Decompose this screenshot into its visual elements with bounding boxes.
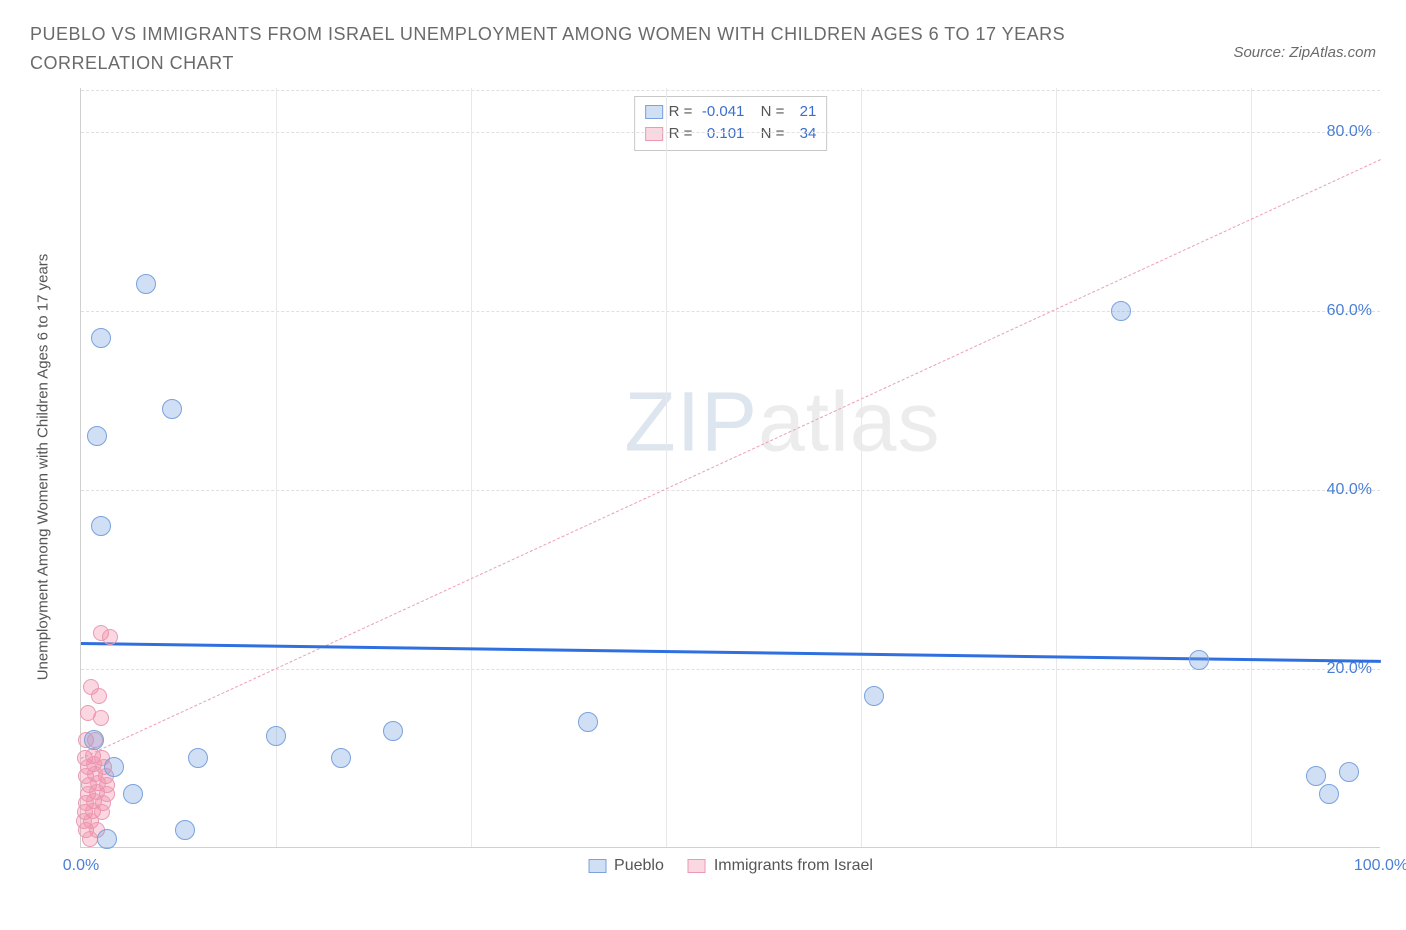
gridline-vertical xyxy=(1251,88,1252,847)
y-tick-label: 60.0% xyxy=(1327,302,1372,320)
legend-r-prefix: R = xyxy=(669,123,693,146)
scatter-point-israel xyxy=(91,688,107,704)
scatter-point-pueblo xyxy=(97,829,117,849)
legend-label-pueblo: Pueblo xyxy=(614,857,664,875)
legend-item-israel: Immigrants from Israel xyxy=(688,857,873,875)
scatter-point-pueblo xyxy=(1306,766,1326,786)
scatter-point-pueblo xyxy=(1111,301,1131,321)
scatter-point-israel xyxy=(93,710,109,726)
x-tick-label: 100.0% xyxy=(1354,857,1406,875)
legend-n-value-pueblo: 21 xyxy=(790,101,816,124)
scatter-point-pueblo xyxy=(1339,762,1359,782)
legend-stats-row-israel: R = 0.101 N = 34 xyxy=(645,123,817,146)
scatter-point-pueblo xyxy=(87,426,107,446)
gridline-vertical xyxy=(666,88,667,847)
source-attribution: Source: ZipAtlas.com xyxy=(1233,44,1376,61)
scatter-point-pueblo xyxy=(162,399,182,419)
scatter-point-pueblo xyxy=(383,721,403,741)
chart-title: PUEBLO VS IMMIGRANTS FROM ISRAEL UNEMPLO… xyxy=(30,20,1130,78)
swatch-pueblo-icon xyxy=(588,859,606,873)
header-row: PUEBLO VS IMMIGRANTS FROM ISRAEL UNEMPLO… xyxy=(30,20,1376,78)
scatter-point-pueblo xyxy=(91,516,111,536)
legend-stats: R = -0.041 N = 21 R = 0.101 N = 34 xyxy=(634,96,828,151)
scatter-point-pueblo xyxy=(136,274,156,294)
scatter-point-pueblo xyxy=(84,730,104,750)
legend-stats-row-pueblo: R = -0.041 N = 21 xyxy=(645,101,817,124)
scatter-point-pueblo xyxy=(266,726,286,746)
gridline-vertical xyxy=(861,88,862,847)
scatter-point-pueblo xyxy=(331,748,351,768)
gridline-vertical xyxy=(1056,88,1057,847)
scatter-point-pueblo xyxy=(175,820,195,840)
scatter-point-pueblo xyxy=(1189,650,1209,670)
scatter-point-pueblo xyxy=(104,757,124,777)
scatter-point-pueblo xyxy=(578,712,598,732)
scatter-point-pueblo xyxy=(123,784,143,804)
swatch-israel-icon xyxy=(688,859,706,873)
scatter-point-pueblo xyxy=(188,748,208,768)
scatter-point-israel xyxy=(102,629,118,645)
legend-r-prefix: R = xyxy=(669,101,693,124)
swatch-israel-icon xyxy=(645,127,663,141)
legend-r-value-pueblo: -0.041 xyxy=(698,101,744,124)
scatter-point-pueblo xyxy=(91,328,111,348)
legend-item-pueblo: Pueblo xyxy=(588,857,664,875)
scatter-point-pueblo xyxy=(1319,784,1339,804)
scatter-point-pueblo xyxy=(864,686,884,706)
watermark-rest: atlas xyxy=(758,374,940,468)
legend-label-israel: Immigrants from Israel xyxy=(714,857,873,875)
legend-series: Pueblo Immigrants from Israel xyxy=(588,857,873,875)
y-tick-label: 40.0% xyxy=(1327,481,1372,499)
x-tick-label: 0.0% xyxy=(63,857,99,875)
scatter-point-israel xyxy=(82,831,98,847)
legend-r-value-israel: 0.101 xyxy=(698,123,744,146)
legend-n-value-israel: 34 xyxy=(790,123,816,146)
legend-n-prefix: N = xyxy=(761,123,785,146)
legend-n-prefix: N = xyxy=(761,101,785,124)
gridline-vertical xyxy=(471,88,472,847)
y-axis-label: Unemployment Among Women with Children A… xyxy=(35,254,52,681)
watermark: ZIPatlas xyxy=(624,373,940,470)
correlation-chart: Unemployment Among Women with Children A… xyxy=(80,88,1380,848)
swatch-pueblo-icon xyxy=(645,105,663,119)
y-tick-label: 80.0% xyxy=(1327,123,1372,141)
